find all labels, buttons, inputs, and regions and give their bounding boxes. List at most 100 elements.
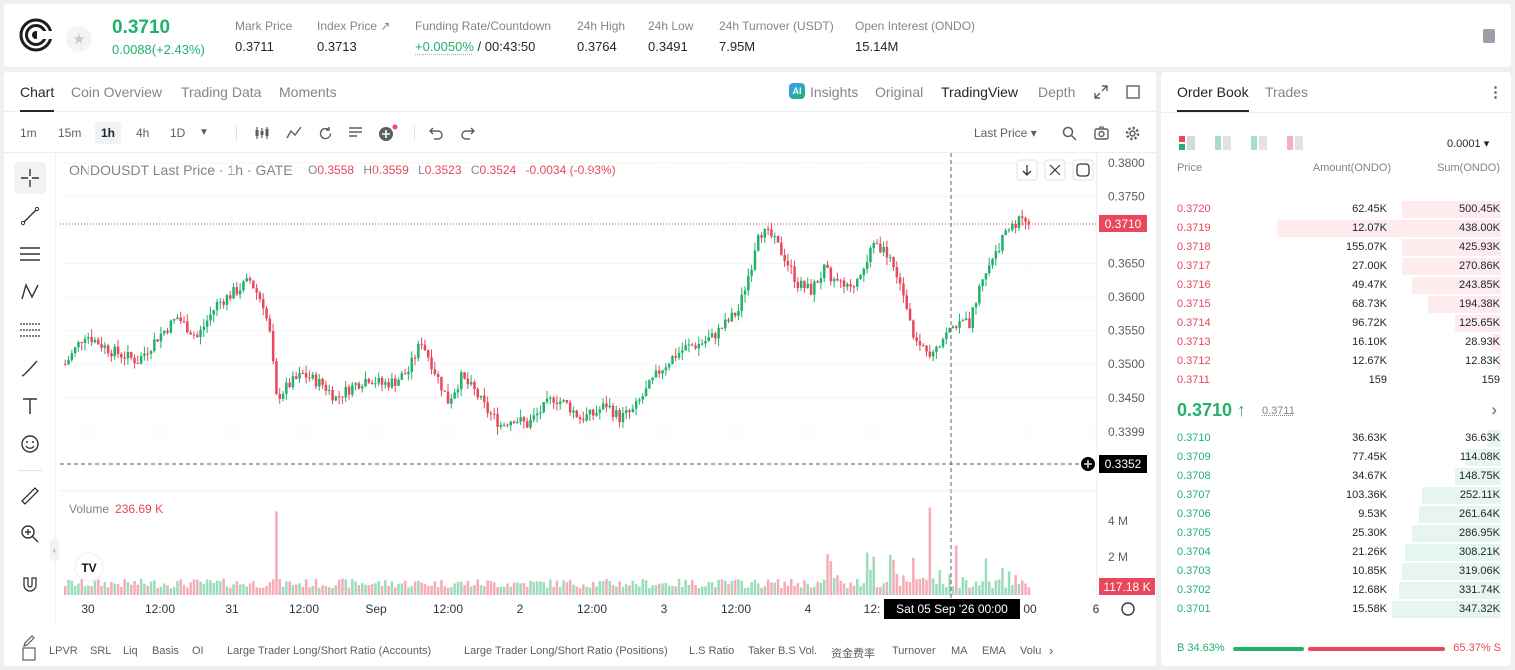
indicator-ema[interactable]: EMA (982, 645, 1006, 657)
fullscreen-icon[interactable] (1126, 85, 1140, 99)
scroll-right-icon[interactable]: › (1049, 643, 1054, 658)
timeframe-15m[interactable]: 15m (58, 126, 82, 140)
indicator-large-trader-positions[interactable]: Large Trader Long/Short Ratio (Positions… (464, 645, 668, 657)
row-amount: 62.45K (1352, 203, 1387, 215)
ask-row[interactable]: 0.3713 16.10K 28.93K (1161, 333, 1511, 352)
volume-name: Volume (69, 502, 110, 516)
volume-bar (648, 588, 651, 595)
fib-tool-icon[interactable] (14, 314, 46, 346)
tab-chart[interactable]: Chart (20, 84, 55, 112)
settings-gear-icon[interactable] (1125, 126, 1140, 141)
bid-row[interactable]: 0.3703 10.85K 319.06K (1161, 562, 1511, 581)
view-bids-only-icon[interactable] (1214, 135, 1232, 151)
indicator-basis[interactable]: Basis (152, 645, 179, 657)
ask-row[interactable]: 0.3712 12.67K 12.83K (1161, 352, 1511, 371)
stat-index-price[interactable]: Index Price ↗ 0.3713 (317, 19, 390, 54)
indicators-icon[interactable] (286, 126, 302, 140)
insights-button[interactable]: Insights (810, 84, 859, 100)
timeframe-4h[interactable]: 4h (136, 126, 150, 140)
bid-row[interactable]: 0.3705 25.30K 286.95K (1161, 524, 1511, 543)
tab-order-book[interactable]: Order Book (1177, 84, 1249, 112)
ask-row[interactable]: 0.3717 27.00K 270.86K (1161, 257, 1511, 276)
ask-row[interactable]: 0.3715 68.73K 194.38K (1161, 295, 1511, 314)
view-both-icon[interactable] (1178, 135, 1196, 151)
camera-icon[interactable] (1094, 126, 1109, 140)
tab-moments[interactable]: Moments (279, 84, 337, 100)
candle-body (255, 288, 258, 293)
precision-select[interactable]: 0.0001 ▾ (1447, 138, 1490, 150)
layout-icon[interactable] (22, 647, 36, 661)
indicator-srl[interactable]: SRL (90, 645, 112, 657)
crosshair-tool-icon[interactable] (14, 162, 46, 194)
pattern-tool-icon[interactable] (14, 276, 46, 308)
indicator-turnover[interactable]: Turnover (892, 645, 936, 657)
candle-body (90, 337, 93, 343)
trendline-tool-icon[interactable] (14, 200, 46, 232)
bid-row[interactable]: 0.3701 15.58K 347.32K (1161, 600, 1511, 619)
zoom-tool-icon[interactable] (14, 518, 46, 550)
ask-row[interactable]: 0.3716 49.47K 243.85K (1161, 276, 1511, 295)
indicator-ls-ratio[interactable]: L.S Ratio (689, 645, 735, 657)
candle-type-icon[interactable] (254, 126, 270, 140)
ask-row[interactable]: 0.3714 96.72K 125.65K (1161, 314, 1511, 333)
search-icon[interactable] (1062, 126, 1077, 141)
collapse-tools-icon[interactable]: ‹ (50, 539, 59, 561)
ask-row[interactable]: 0.3720 62.45K 500.45K (1161, 200, 1511, 219)
horizontal-lines-tool-icon[interactable] (14, 238, 46, 270)
tab-trading-data[interactable]: Trading Data (181, 84, 262, 100)
favorite-star-icon[interactable]: ★ (66, 26, 92, 52)
funding-rate-value[interactable]: +0.0050% (415, 39, 474, 54)
timeframe-dropdown-icon[interactable]: ▼ (199, 127, 209, 138)
ruler-tool-icon[interactable] (14, 480, 46, 512)
emoji-tool-icon[interactable] (14, 428, 46, 460)
templates-icon[interactable] (348, 126, 363, 140)
indicator-oi[interactable]: OI (192, 645, 204, 657)
redo-icon[interactable] (460, 126, 475, 140)
bid-row[interactable]: 0.3704 21.26K 308.21K (1161, 543, 1511, 562)
book-icon[interactable] (1483, 29, 1495, 43)
view-depth[interactable]: Depth (1038, 84, 1076, 100)
depth-bar (1464, 449, 1501, 466)
indicator-ma[interactable]: MA (951, 645, 968, 657)
replay-icon[interactable] (318, 126, 333, 141)
magnet-tool-icon[interactable] (14, 568, 46, 600)
row-amount: 12.68K (1352, 584, 1387, 596)
pencil-icon[interactable] (22, 634, 36, 648)
view-asks-bids-icon[interactable] (1250, 135, 1268, 151)
volume-bar (839, 580, 842, 595)
tab-trades[interactable]: Trades (1265, 84, 1309, 100)
add-alert-icon[interactable] (378, 124, 398, 142)
more-options-icon[interactable]: ⋮ (1488, 84, 1503, 101)
indicator-volume[interactable]: Volu (1020, 645, 1042, 657)
ask-row[interactable]: 0.3711 159 159 (1161, 371, 1511, 390)
ask-row[interactable]: 0.3719 12.07K 438.00K (1161, 219, 1511, 238)
tab-coin-overview[interactable]: Coin Overview (71, 84, 163, 100)
indicator-large-trader-accounts[interactable]: Large Trader Long/Short Ratio (Accounts) (227, 645, 432, 657)
candlestick-chart[interactable]: 0.3800 0.3750 0.3650 0.3600 0.3550 0.3500 0.34… (4, 153, 1156, 623)
timeframe-1m[interactable]: 1m (20, 126, 37, 140)
timeframe-1h[interactable]: 1h (95, 122, 122, 144)
expand-icon[interactable] (1094, 85, 1108, 99)
indicator-liq[interactable]: Liq (123, 645, 138, 657)
timeframe-1d[interactable]: 1D (170, 126, 186, 140)
bid-row[interactable]: 0.3706 9.53K 261.64K (1161, 505, 1511, 524)
chevron-right-icon[interactable]: › (1491, 400, 1497, 419)
indicator-funding-rate[interactable]: 资金费率 (831, 648, 875, 660)
bid-row[interactable]: 0.3702 12.68K 331.74K (1161, 581, 1511, 600)
undo-icon[interactable] (429, 126, 444, 140)
bid-row[interactable]: 0.3708 34.67K 148.75K (1161, 467, 1511, 486)
candle-body (905, 295, 908, 309)
view-original[interactable]: Original (875, 84, 924, 100)
ask-row[interactable]: 0.3718 155.07K 425.93K (1161, 238, 1511, 257)
text-tool-icon[interactable] (14, 390, 46, 422)
indicator-lpvr[interactable]: LPVR (49, 645, 78, 657)
view-asks-only-icon[interactable] (1286, 135, 1304, 151)
bid-row[interactable]: 0.3709 77.45K 114.08K (1161, 448, 1511, 467)
price-source-select[interactable]: Last Price ▾ (974, 126, 1037, 140)
bid-row[interactable]: 0.3707 103.36K 252.11K (1161, 486, 1511, 505)
indicator-taker-bs-vol[interactable]: Taker B.S Vol. (748, 645, 818, 657)
view-tradingview[interactable]: TradingView (941, 84, 1019, 100)
brush-tool-icon[interactable] (14, 352, 46, 384)
candle-body (849, 284, 852, 287)
bid-row[interactable]: 0.3710 36.63K 36.63K (1161, 429, 1511, 448)
